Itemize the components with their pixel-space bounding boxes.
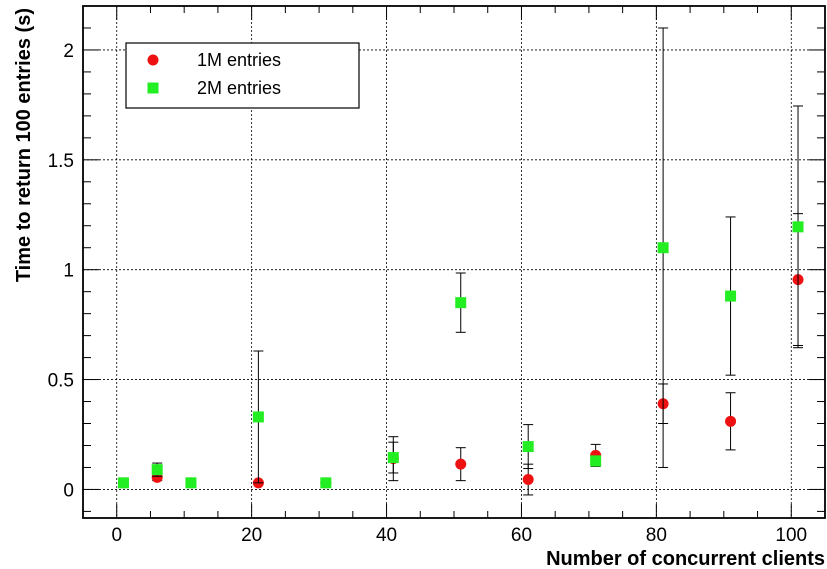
data-point-2m (455, 272, 467, 333)
data-point-2m (387, 441, 399, 474)
square-marker (792, 221, 804, 233)
square-marker (320, 477, 332, 489)
data-point-2m (151, 462, 163, 477)
square-marker (522, 441, 534, 453)
data-point-1m (522, 463, 534, 496)
legend: 1M entries 2M entries (125, 42, 360, 109)
square-marker (387, 452, 399, 464)
data-point-2m (792, 105, 804, 349)
data-point-2m (320, 477, 332, 489)
x-tick-label: 0 (111, 525, 122, 546)
legend-box (125, 42, 360, 109)
data-point-2m (185, 477, 197, 489)
data-point-2m (725, 216, 737, 376)
data-point-2m (657, 27, 669, 468)
x-tick-label: 20 (241, 525, 262, 546)
axes: 0 20 40 60 80 100 0 0.5 1 1.5 2 (48, 5, 826, 546)
y-axis-title: Time to return 100 entries (s) (13, 8, 35, 282)
square-marker (117, 477, 129, 489)
data-point-2m (252, 350, 264, 484)
x-tick-label: 100 (775, 525, 807, 546)
data-point-2m (117, 477, 129, 489)
x-tick-label: 60 (511, 525, 532, 546)
square-marker (151, 464, 163, 476)
legend-label: 2M entries (197, 78, 281, 98)
square-marker (725, 290, 737, 302)
square-marker (657, 242, 669, 254)
square-marker (185, 477, 197, 489)
y-tick-label: 1 (63, 261, 74, 282)
y-tick-label: 1.5 (48, 151, 74, 172)
legend-square-icon (147, 82, 159, 94)
square-marker (590, 455, 602, 467)
legend-circle-icon (147, 54, 159, 66)
circle-marker (455, 458, 467, 470)
x-tick-label: 40 (376, 525, 397, 546)
legend-label: 1M entries (197, 50, 281, 70)
circle-marker (725, 415, 737, 427)
data-point-2m (522, 424, 534, 470)
y-tick-label: 0 (63, 480, 74, 501)
y-tick-label: 2 (63, 41, 74, 62)
data-point-2m (590, 455, 602, 467)
data-point-1m (455, 447, 467, 482)
y-tick-label: 0.5 (48, 371, 74, 392)
x-tick-label: 80 (646, 525, 667, 546)
circle-marker (522, 474, 534, 486)
x-axis-title: Number of concurrent clients (546, 548, 825, 569)
square-marker (455, 297, 467, 309)
square-marker (252, 411, 264, 423)
data-points (117, 27, 804, 496)
data-point-1m (725, 392, 737, 451)
